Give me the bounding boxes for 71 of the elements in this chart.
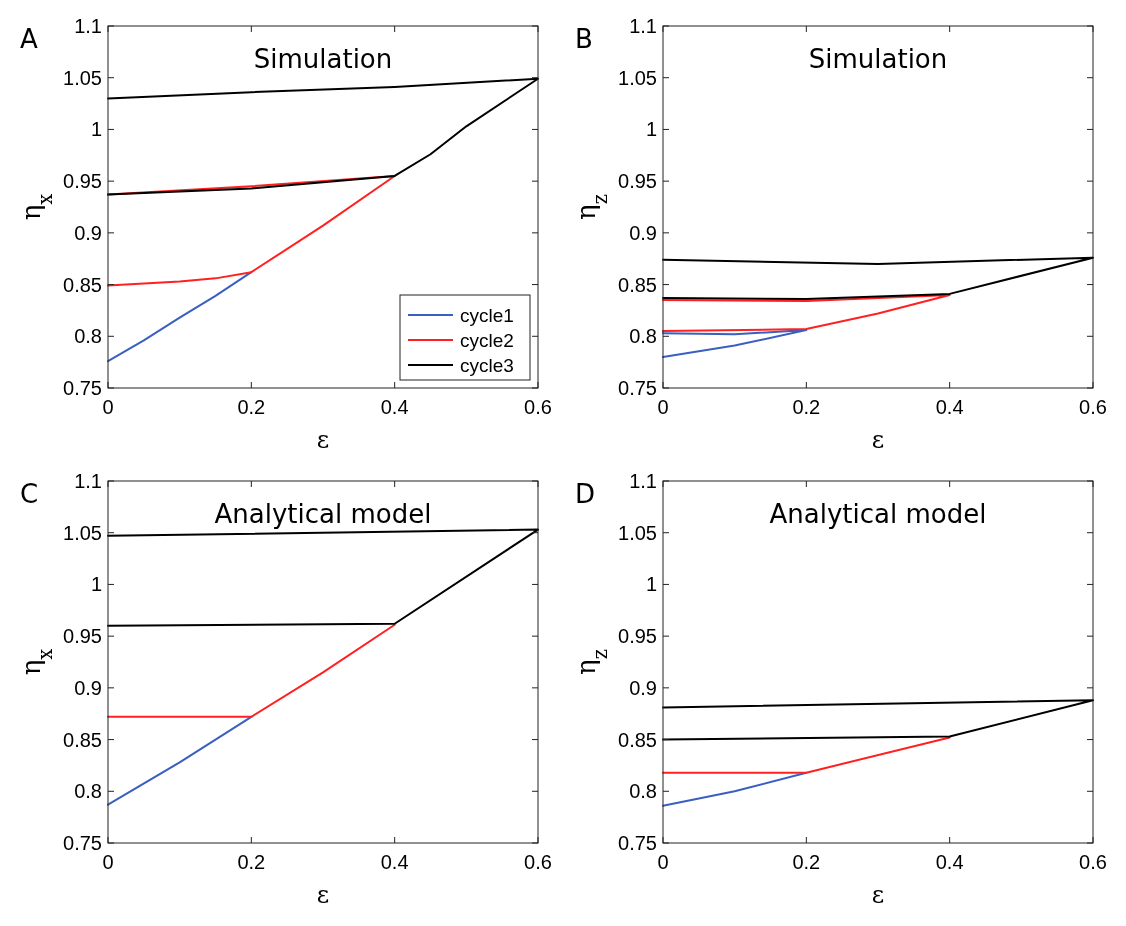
y-tick-label: 0.75 — [63, 377, 102, 399]
y-tick-label: 0.9 — [74, 676, 102, 699]
y-tick-label: 1 — [90, 573, 102, 596]
y-tick-label: 0.85 — [63, 728, 102, 751]
y-tick-label: 1 — [90, 118, 102, 141]
x-tick-label: 0.4 — [935, 396, 964, 418]
x-tick-label: 0 — [102, 851, 114, 873]
text: A — [20, 24, 38, 54]
line-series — [662, 293, 951, 333]
x-tick-label: 0 — [102, 396, 114, 418]
x-tick-label: 0 — [657, 396, 669, 418]
line-series — [107, 77, 539, 196]
y-tick-label: 0.95 — [618, 625, 657, 648]
text: Simulation — [253, 44, 393, 74]
legend-label: cycle1 — [460, 305, 514, 326]
x-tick-label: 0.6 — [1079, 396, 1107, 418]
x-tick-label: 0.4 — [935, 851, 964, 873]
line-series — [662, 329, 808, 358]
y-tick-label: 1.05 — [63, 66, 102, 89]
y-tick-label: 0.85 — [618, 273, 657, 296]
y-tick-label: 0.8 — [74, 325, 102, 348]
text: C — [20, 479, 39, 509]
text: B — [575, 24, 593, 54]
legend-label: cycle3 — [460, 355, 514, 376]
y-tick-label: 1.05 — [618, 521, 657, 544]
x-axis-title: ε — [316, 426, 330, 454]
y-tick-label: 0.95 — [63, 170, 102, 193]
line-series — [662, 699, 1094, 741]
y-tick-label: 0.75 — [618, 832, 657, 854]
x-axis-title: ε — [316, 881, 330, 909]
text: Analytical model — [769, 499, 987, 529]
y-tick-label: 1.1 — [74, 15, 102, 37]
x-tick-label: 0.4 — [380, 851, 409, 873]
y-tick-label: 0.75 — [618, 377, 657, 399]
x-tick-label: 0.2 — [237, 851, 266, 873]
y-tick-label: 0.9 — [629, 221, 657, 244]
line-series — [662, 256, 1094, 301]
x-tick-label: 0.6 — [524, 396, 552, 418]
x-tick-label: 0.4 — [380, 396, 409, 418]
text: Simulation — [808, 44, 948, 74]
y-tick-label: 0.9 — [629, 676, 657, 699]
y-tick-label: 0.9 — [74, 221, 102, 244]
line-series — [107, 528, 539, 627]
line-series — [107, 174, 396, 287]
y-tick-label: 1.1 — [74, 470, 102, 492]
legend-label: cycle2 — [460, 330, 514, 351]
y-tick-label: 1 — [645, 573, 657, 596]
x-tick-label: 0.6 — [1079, 851, 1107, 873]
y-tick-label: 1.1 — [629, 15, 657, 37]
y-tick-label: 0.8 — [629, 780, 657, 803]
text: D — [575, 479, 596, 509]
x-tick-label: 0.6 — [524, 851, 552, 873]
y-tick-label: 0.85 — [63, 273, 102, 296]
y-tick-label: 0.8 — [629, 325, 657, 348]
x-tick-label: 0.2 — [237, 396, 266, 418]
line-series — [107, 271, 253, 363]
y-tick-label: 1.05 — [618, 66, 657, 89]
x-axis-title: ε — [871, 881, 885, 909]
y-tick-label: 1.1 — [629, 470, 657, 492]
y-tick-label: 0.95 — [63, 625, 102, 648]
y-tick-label: 1 — [645, 118, 657, 141]
x-tick-label: 0 — [657, 851, 669, 873]
x-tick-label: 0.2 — [792, 851, 821, 873]
y-tick-label: 0.8 — [74, 780, 102, 803]
x-axis-title: ε — [871, 426, 885, 454]
y-tick-label: 0.85 — [618, 728, 657, 751]
y-tick-label: 0.75 — [63, 832, 102, 854]
y-tick-label: 0.95 — [618, 170, 657, 193]
x-tick-label: 0.2 — [792, 396, 821, 418]
y-tick-label: 1.05 — [63, 521, 102, 544]
text: Analytical model — [214, 499, 432, 529]
